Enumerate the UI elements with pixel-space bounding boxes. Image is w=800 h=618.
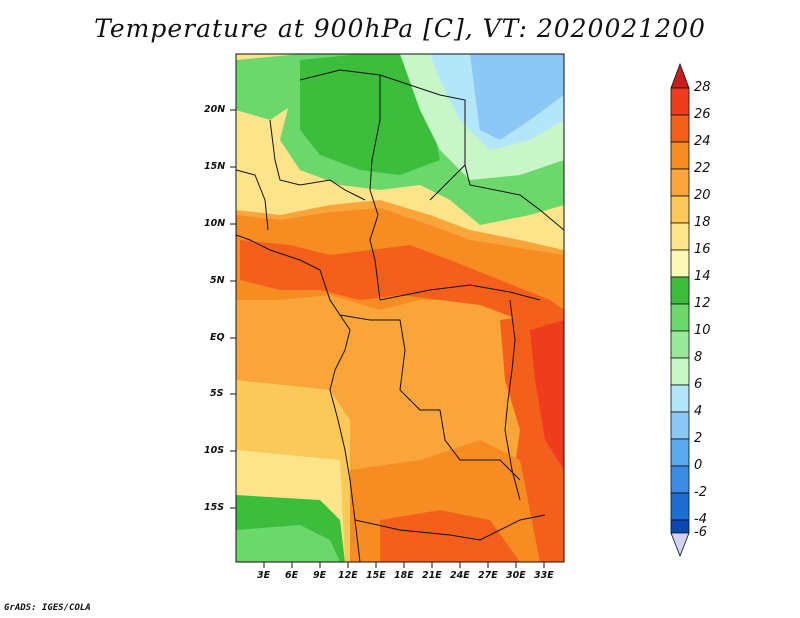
colorbar-extend-bottom [670, 532, 690, 558]
colorbar-label: 16 [694, 242, 711, 257]
colorbar-label: 24 [694, 134, 711, 149]
colorbar-label: 22 [694, 161, 711, 176]
colorbar-label: 2 [694, 431, 703, 446]
colorbar-box [670, 519, 690, 534]
temperature-field [236, 54, 564, 562]
region-southwest-lightgreen [236, 525, 340, 562]
colorbar-box [670, 330, 690, 359]
colorbar-label: 8 [694, 350, 703, 365]
footer-credit: GrADS: IGES/COLA [4, 603, 91, 613]
colorbar-label: 6 [694, 377, 703, 392]
lat-label: 20N [204, 104, 226, 115]
lon-label: 15E [366, 570, 386, 581]
lat-label: 5N [210, 275, 225, 286]
lon-label: 9E [313, 570, 327, 581]
lon-label: 21E [422, 570, 442, 581]
colorbar-box [670, 357, 690, 386]
border-north [299, 69, 466, 201]
colorbar-box [670, 492, 690, 521]
colorbar-box [670, 411, 690, 440]
colorbar-box [670, 114, 690, 143]
colorbar-label: 20 [694, 188, 711, 203]
border-car-drc [379, 284, 541, 301]
colorbar-label: 4 [694, 404, 703, 419]
region-north-blue [470, 54, 564, 140]
lon-label: 12E [338, 570, 358, 581]
lon-label: 30E [506, 570, 526, 581]
region-north-darkgreen [300, 54, 440, 175]
lat-label: 10S [204, 445, 225, 456]
lat-label: 10N [204, 218, 226, 229]
lat-label: 15N [204, 161, 226, 172]
coastline-west [236, 234, 361, 562]
lon-label: 6E [285, 570, 299, 581]
lon-label: 3E [257, 570, 271, 581]
colorbar-extend-top [670, 62, 690, 89]
border-westafrica [236, 169, 269, 231]
colorbar-box [670, 465, 690, 494]
lon-label: 18E [394, 570, 414, 581]
lat-label: 5S [210, 388, 224, 399]
lat-label: EQ [210, 332, 225, 343]
colorbar-box [670, 438, 690, 467]
region-west-sahel-green [236, 54, 300, 120]
map-frame [235, 53, 565, 563]
region-central-hottest [240, 240, 564, 330]
lat-ticks [230, 109, 236, 509]
colorbar-label: -2 [694, 485, 707, 500]
region-east-hottest [530, 320, 564, 470]
colorbar-label: 28 [694, 80, 711, 95]
border-congo-angola [339, 314, 521, 481]
border-niger-nigeria [269, 119, 366, 201]
map-title: Temperature at 900hPa [C], VT: 202002120… [94, 14, 706, 43]
colorbar-box [670, 195, 690, 224]
lon-label: 33E [534, 570, 554, 581]
colorbar-box [670, 168, 690, 197]
colorbar-label: 14 [694, 269, 711, 284]
border-south [354, 514, 546, 541]
colorbar-label: 18 [694, 215, 711, 230]
colorbar-box [670, 303, 690, 332]
border-east-drc [504, 299, 521, 501]
border-sudan [464, 164, 564, 231]
country-borders [236, 69, 564, 562]
colorbar-box [670, 141, 690, 170]
colorbar-box [670, 249, 690, 278]
lat-label: 15S [204, 502, 225, 513]
colorbar-box [670, 87, 690, 116]
colorbar-label: 26 [694, 107, 711, 122]
colorbar [670, 62, 690, 558]
colorbar-label: 10 [694, 323, 711, 338]
border-cameroon-chad [369, 75, 381, 301]
lon-ticks [263, 562, 545, 568]
colorbar-label: 0 [694, 458, 703, 473]
colorbar-label: -6 [694, 525, 707, 540]
region-south-hottest [380, 510, 520, 562]
lon-label: 24E [450, 570, 470, 581]
colorbar-label: -4 [694, 512, 707, 527]
lon-label: 27E [478, 570, 498, 581]
colorbar-box [670, 276, 690, 305]
colorbar-box [670, 222, 690, 251]
colorbar-label: 12 [694, 296, 711, 311]
colorbar-box [670, 384, 690, 413]
